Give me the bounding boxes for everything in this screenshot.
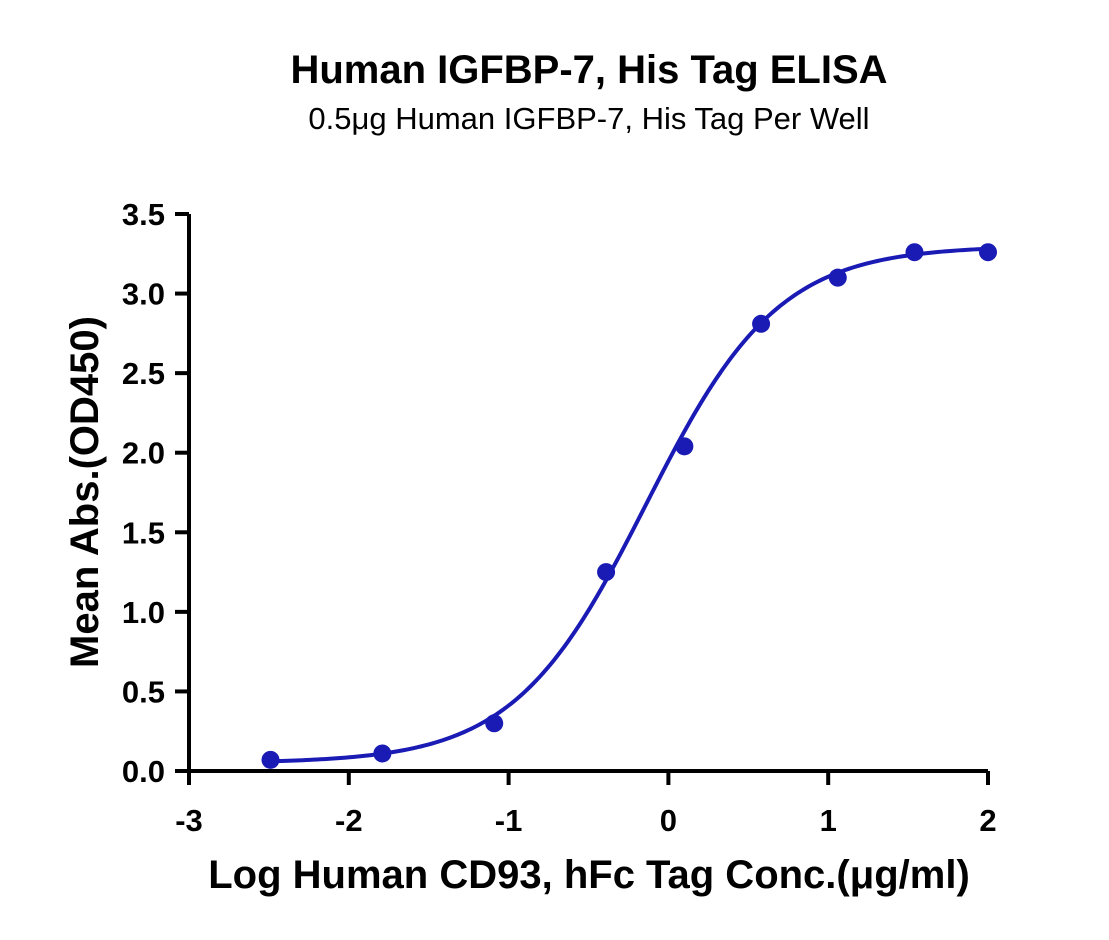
x-tick-label: -1 [495, 803, 523, 838]
y-tick-label: 1.0 [122, 595, 165, 630]
chart-subtitle: 0.5μg Human IGFBP-7, His Tag Per Well [308, 101, 869, 136]
y-tick-label: 0.5 [122, 674, 165, 709]
data-point [485, 714, 504, 733]
data-point [905, 243, 924, 262]
x-axis-label: Log Human CD93, hFc Tag Conc.(μg/ml) [208, 853, 970, 897]
x-tick-label: 0 [660, 803, 677, 838]
x-tick-label: -2 [335, 803, 363, 838]
data-point [597, 563, 616, 582]
x-tick-label: -3 [175, 803, 203, 838]
x-tick-label: 2 [979, 803, 996, 838]
y-tick-label: 3.0 [122, 277, 165, 312]
y-tick-label: 1.5 [122, 515, 165, 550]
data-point [752, 314, 771, 333]
y-axis: 0.0 0.5 1.0 1.5 2.0 2.5 3.0 3.5 [122, 197, 191, 789]
data-point [979, 243, 997, 262]
data-point [373, 744, 392, 763]
y-axis-label: Mean Abs.(OD450) [63, 316, 107, 668]
data-point [828, 268, 847, 287]
y-tick-label: 2.0 [122, 436, 165, 471]
y-tick-label: 3.5 [122, 197, 165, 232]
data-point [675, 437, 694, 456]
fit-curve [270, 246, 989, 764]
y-tick-label: 2.5 [122, 356, 165, 391]
x-tick-label: 1 [820, 803, 837, 838]
chart-title: Human IGFBP-7, His Tag ELISA [290, 48, 887, 92]
x-axis: -3 -2 -1 0 1 2 [175, 769, 997, 838]
data-points [261, 243, 997, 769]
data-point [261, 750, 280, 769]
y-tick-label: 0.0 [122, 754, 165, 789]
